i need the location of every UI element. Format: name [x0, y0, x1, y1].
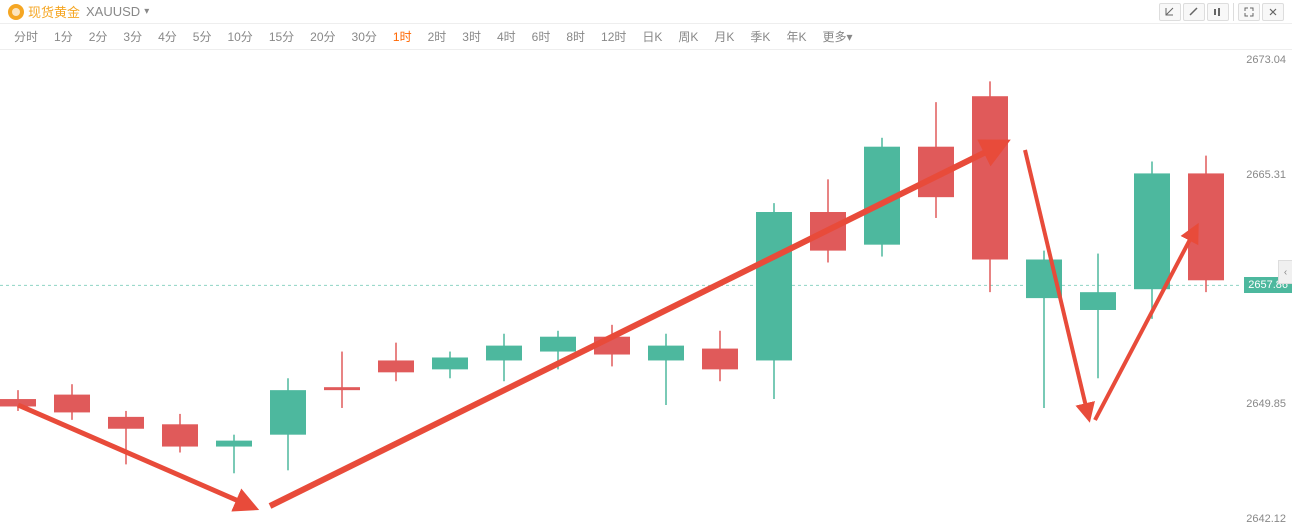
y-tick-label: 2665.31 — [1246, 169, 1286, 181]
timeframe-12时[interactable]: 12时 — [595, 26, 632, 47]
timeframe-2分[interactable]: 2分 — [83, 26, 114, 47]
timeframe-6时[interactable]: 6时 — [526, 26, 557, 47]
timeframe-8时[interactable]: 8时 — [560, 26, 591, 47]
side-panel-toggle[interactable]: ‹ — [1278, 260, 1292, 284]
timeframe-3分[interactable]: 3分 — [117, 26, 148, 47]
timeframe-3时[interactable]: 3时 — [456, 26, 487, 47]
price-axis: 2642.122649.852657.862665.312673.042657.… — [1240, 50, 1292, 529]
settings-button[interactable] — [1159, 3, 1181, 21]
timeframe-更多▾[interactable]: 更多▾ — [816, 26, 858, 47]
timeframe-5分[interactable]: 5分 — [187, 26, 218, 47]
timeframe-日K[interactable]: 日K — [636, 26, 668, 47]
symbol-dropdown-icon[interactable]: ▾ — [144, 6, 149, 17]
y-tick-label: 2642.12 — [1246, 513, 1286, 525]
chart-header: 现货黄金 XAUUSD ▾ — [0, 0, 1292, 24]
timeframe-周K[interactable]: 周K — [672, 26, 704, 47]
fullscreen-button[interactable] — [1238, 3, 1260, 21]
symbol-icon — [8, 4, 24, 20]
timeframe-10分[interactable]: 10分 — [221, 26, 258, 47]
timeframe-bar: 分时1分2分3分4分5分10分15分20分30分1时2时3时4时6时8时12时日… — [0, 24, 1292, 50]
symbol-code: XAUUSD — [86, 4, 140, 19]
symbol-name[interactable]: 现货黄金 — [28, 2, 80, 21]
timeframe-月K[interactable]: 月K — [708, 26, 740, 47]
timeframe-4分[interactable]: 4分 — [152, 26, 183, 47]
timeframe-2时[interactable]: 2时 — [422, 26, 453, 47]
y-tick-label: 2673.04 — [1246, 54, 1286, 66]
timeframe-4时[interactable]: 4时 — [491, 26, 522, 47]
timeframe-1时[interactable]: 1时 — [387, 26, 418, 47]
chart-area[interactable]: 2642.122649.852657.862665.312673.042657.… — [0, 50, 1292, 529]
timeframe-年K[interactable]: 年K — [780, 26, 812, 47]
timeframe-20分[interactable]: 20分 — [304, 26, 341, 47]
chart-type-button[interactable] — [1207, 3, 1229, 21]
timeframe-30分[interactable]: 30分 — [346, 26, 383, 47]
draw-button[interactable] — [1183, 3, 1205, 21]
timeframe-分时[interactable]: 分时 — [8, 26, 44, 47]
candlestick-chart[interactable] — [0, 50, 1240, 529]
timeframe-15分[interactable]: 15分 — [263, 26, 300, 47]
timeframe-1分[interactable]: 1分 — [48, 26, 79, 47]
toolbar-divider — [1233, 3, 1234, 21]
y-tick-label: 2649.85 — [1246, 398, 1286, 410]
close-button[interactable] — [1262, 3, 1284, 21]
toolbar-right — [1159, 3, 1284, 21]
timeframe-季K[interactable]: 季K — [744, 26, 776, 47]
